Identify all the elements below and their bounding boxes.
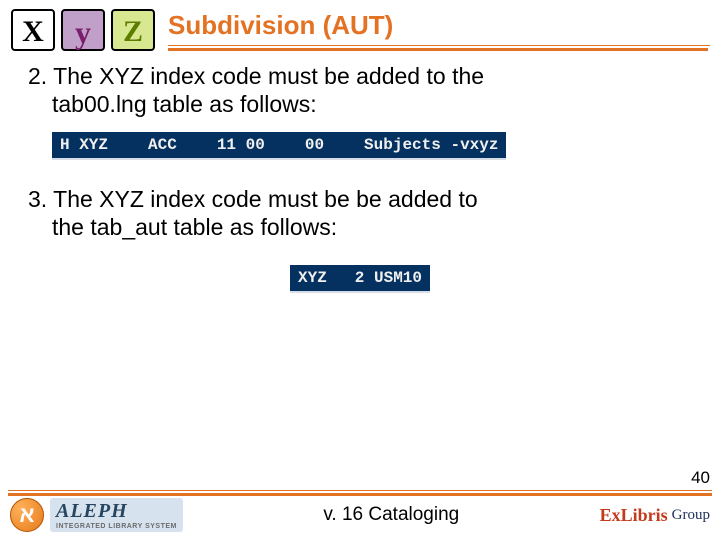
code-block-2: XYZ 2 USM10: [28, 265, 692, 293]
code-row-2: XYZ 2 USM10: [290, 265, 430, 293]
title-rule-thick: [168, 48, 708, 51]
step-2-line-2: tab00.lng table as follows:: [28, 91, 692, 119]
code-block-1: H XYZ ACC 11 00 00 Subjects -vxyz: [52, 132, 692, 160]
code1-col4: 00: [305, 136, 324, 154]
code1-col3: 11 00: [217, 136, 265, 154]
body: 2. The XYZ index code must be added to t…: [0, 53, 720, 293]
code-row-1: H XYZ ACC 11 00 00 Subjects -vxyz: [52, 132, 506, 160]
logo-x-letter: X: [22, 15, 44, 48]
code1-col5: Subjects -vxyz: [364, 136, 498, 154]
aleph-subtitle: INTEGRATED LIBRARY SYSTEM: [56, 523, 177, 530]
code1-col2: ACC: [148, 136, 177, 154]
aleph-ball-icon: א: [10, 498, 44, 532]
aleph-logo: א ALEPH INTEGRATED LIBRARY SYSTEM: [10, 498, 183, 532]
footer-center-text: v. 16 Cataloging: [323, 504, 459, 526]
logo-y-letter: y: [75, 14, 91, 50]
exlibris-mark: ExLibris: [600, 505, 668, 526]
slide: X y Z Subdivision (AUT) 2. The XYZ index…: [0, 0, 720, 540]
page-number: 40: [691, 468, 710, 488]
page-title: Subdivision (AUT): [168, 10, 710, 41]
step-3-line-2: the tab_aut table as follows:: [28, 214, 692, 242]
code2-col2: 2 USM10: [355, 269, 422, 287]
xyz-logo: X y Z: [10, 8, 160, 53]
footer-rule-thin: [8, 490, 712, 491]
step-3-text: 3. The XYZ index code must be be added t…: [28, 186, 692, 241]
exlibris-group: Group: [672, 507, 710, 524]
code1-col1: H XYZ: [60, 136, 108, 154]
title-rule-thin: [168, 45, 710, 46]
aleph-word: ALEPH: [56, 500, 177, 523]
title-wrap: Subdivision (AUT): [168, 10, 710, 51]
logo-z-letter: Z: [123, 15, 143, 48]
aleph-text: ALEPH INTEGRATED LIBRARY SYSTEM: [50, 498, 183, 532]
header: X y Z Subdivision (AUT): [0, 0, 720, 53]
exlibris-logo: ExLibris Group: [600, 505, 710, 526]
footer: א ALEPH INTEGRATED LIBRARY SYSTEM v. 16 …: [0, 494, 720, 540]
code2-col1: XYZ: [298, 269, 327, 287]
step-3-line-1: 3. The XYZ index code must be be added t…: [28, 186, 478, 212]
step-2-text: 2. The XYZ index code must be added to t…: [28, 63, 692, 118]
step-2-line-1: 2. The XYZ index code must be added to t…: [28, 63, 484, 89]
